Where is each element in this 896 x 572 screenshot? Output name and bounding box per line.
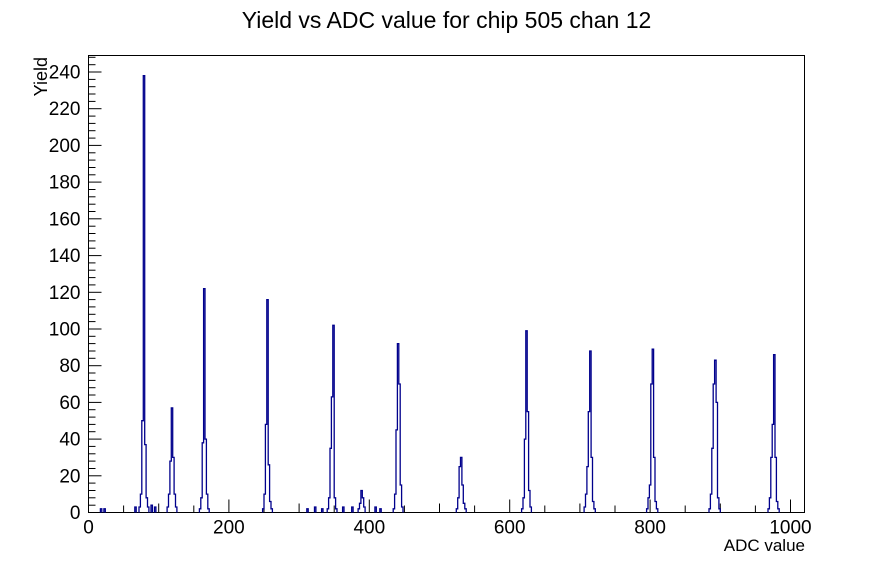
svg-text:160: 160 — [49, 209, 81, 230]
svg-text:60: 60 — [59, 393, 80, 414]
y-axis-title: Yield — [31, 57, 51, 97]
svg-text:0: 0 — [70, 503, 81, 524]
svg-text:1000: 1000 — [769, 518, 811, 539]
svg-text:400: 400 — [353, 518, 385, 539]
svg-text:200: 200 — [49, 136, 81, 157]
svg-text:600: 600 — [494, 518, 526, 539]
svg-text:180: 180 — [49, 173, 81, 194]
svg-text:0: 0 — [83, 518, 94, 539]
svg-text:140: 140 — [49, 246, 81, 267]
svg-text:100: 100 — [49, 320, 81, 341]
svg-text:800: 800 — [634, 518, 666, 539]
svg-text:20: 20 — [59, 466, 80, 487]
chart-title: Yield vs ADC value for chip 505 chan 12 — [241, 7, 652, 33]
svg-text:200: 200 — [213, 518, 245, 539]
svg-text:240: 240 — [49, 63, 81, 84]
x-axis-title: ADC value — [723, 536, 805, 555]
svg-text:220: 220 — [49, 99, 81, 120]
svg-text:80: 80 — [59, 356, 80, 377]
svg-text:120: 120 — [49, 283, 81, 304]
svg-text:40: 40 — [59, 430, 80, 451]
